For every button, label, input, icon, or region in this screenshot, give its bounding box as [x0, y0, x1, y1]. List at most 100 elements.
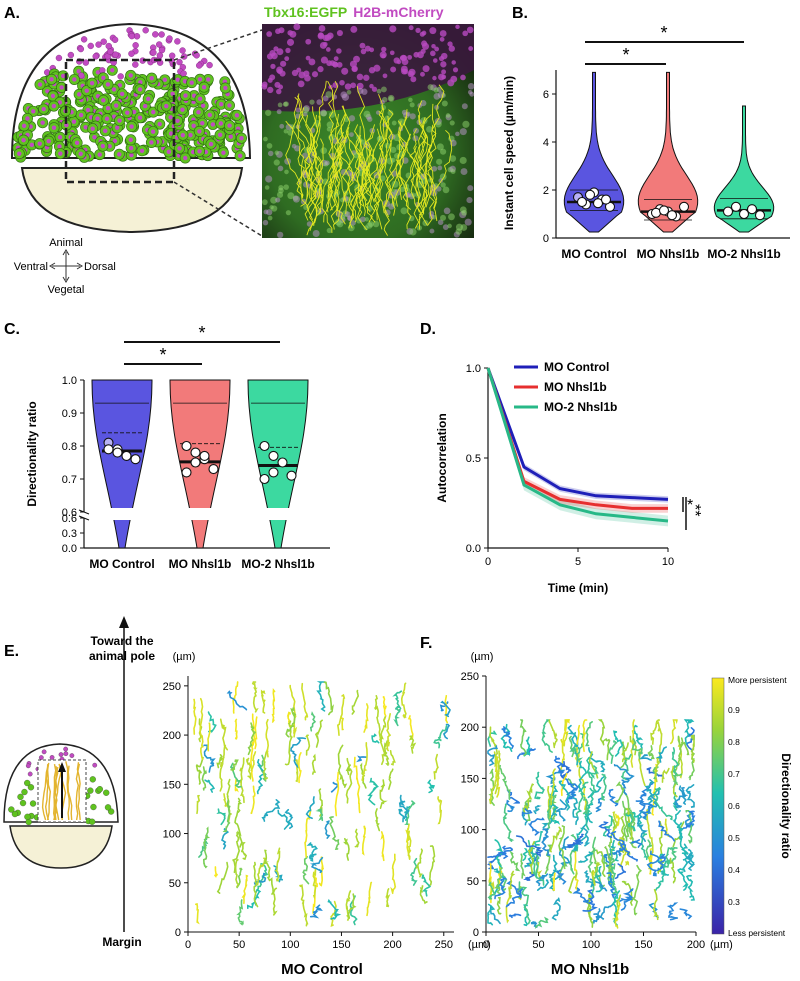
panel-c-label: C.	[4, 321, 20, 338]
nucleus-dot	[400, 65, 408, 73]
cell-track	[442, 723, 451, 740]
nucleus-dot	[462, 120, 470, 128]
cell-track	[567, 869, 578, 894]
cell-track	[614, 781, 625, 803]
cell-track	[216, 861, 229, 894]
y-tick-label: 50	[169, 878, 181, 890]
cell-track	[193, 698, 197, 735]
cell-track	[382, 695, 387, 721]
nucleus-dot	[336, 61, 343, 68]
nucleus-dot	[400, 207, 408, 215]
cell-track	[361, 153, 368, 216]
nucleus-dot	[350, 220, 356, 226]
cell-nucleus	[40, 120, 45, 125]
cell-magenta	[158, 46, 166, 54]
nucleus-dot	[266, 53, 274, 60]
nucleus-dot	[284, 56, 290, 62]
cell-track	[619, 888, 634, 902]
cell-track	[201, 766, 207, 791]
cell-nucleus	[112, 138, 118, 144]
y-tick-label: 150	[163, 779, 181, 791]
nucleus-dot	[401, 55, 408, 61]
nucleus-dot	[332, 82, 339, 89]
cell-track	[594, 860, 602, 874]
nucleus-dot	[325, 91, 333, 98]
cell-nucleus	[119, 91, 125, 97]
nucleus-dot	[421, 40, 428, 47]
nucleus-dot	[308, 58, 316, 66]
nucleus-dot	[409, 113, 416, 120]
cell-track	[373, 154, 388, 221]
cell-track	[487, 903, 496, 926]
cell-magenta	[77, 45, 85, 53]
embryo-point	[666, 210, 678, 221]
cell-track	[214, 866, 219, 878]
nucleus-dot	[266, 142, 273, 149]
panel-a-label: A.	[4, 5, 20, 22]
colorbar-bottom-label: Less persistent	[728, 928, 786, 938]
cell-track	[630, 719, 635, 768]
nucleus-dot	[427, 84, 434, 91]
nucleus-dot	[267, 86, 274, 94]
cell-magenta	[55, 54, 63, 62]
nucleus-dot	[460, 74, 466, 81]
nucleus-dot	[364, 45, 371, 52]
cell-green	[25, 818, 32, 826]
nucleus-dot	[287, 30, 293, 36]
cell-track	[410, 84, 445, 197]
cell-track	[548, 719, 558, 749]
cell-track	[370, 118, 394, 223]
cell-track	[322, 80, 340, 202]
colorbar-tick-label: 0.5	[728, 833, 740, 843]
violin-3	[713, 105, 775, 233]
cell-nucleus	[37, 141, 42, 146]
embryo-point	[112, 447, 123, 458]
nucleus-dot	[305, 38, 312, 45]
nucleus-dot	[320, 147, 328, 154]
cell-magenta	[58, 752, 64, 757]
nucleus-dot	[433, 93, 441, 100]
y-tick-label: 0.6	[62, 513, 77, 525]
cell-magenta	[132, 61, 139, 68]
cell-magenta	[105, 42, 112, 50]
cell-track	[680, 737, 690, 756]
cell-track	[650, 719, 661, 745]
panel-d-label: D.	[420, 321, 436, 338]
nucleus-dot	[280, 60, 287, 67]
nucleus-dot	[324, 34, 332, 41]
arrow-label-top-2: animal pole	[89, 649, 155, 663]
cell-green	[29, 800, 37, 807]
embryo-schematic-a	[10, 22, 252, 234]
compass-dorsal: Dorsal	[84, 261, 116, 273]
cell-track	[345, 764, 351, 776]
x-unit-label: (µm)	[710, 939, 733, 951]
x-tick-label: 200	[383, 939, 401, 951]
nucleus-dot	[459, 156, 467, 164]
y-tick-label: 100	[163, 829, 181, 841]
cell-nucleus	[45, 89, 50, 94]
cell-track	[595, 849, 606, 877]
nucleus-dot	[312, 230, 320, 237]
nucleus-dot	[445, 113, 451, 118]
cell-track	[677, 868, 689, 891]
cell-track	[291, 93, 305, 198]
cell-track	[608, 847, 616, 873]
y-tick-label: 0.0	[62, 543, 77, 555]
cell-nucleus	[170, 91, 175, 97]
cell-track	[549, 826, 562, 853]
cell-track	[444, 695, 448, 724]
cell-track	[582, 796, 589, 815]
cell-green	[96, 786, 103, 793]
cell-track	[312, 114, 324, 215]
cell-track	[374, 808, 381, 832]
cell-nucleus	[31, 109, 36, 114]
cell-track	[334, 113, 346, 225]
nucleus-dot	[369, 47, 375, 53]
category-label: MO-2 Nhsl1b	[241, 557, 314, 571]
cell-track	[393, 707, 402, 727]
x-tick-label: 10	[662, 556, 674, 568]
cell-track	[593, 913, 602, 924]
nucleus-dot	[323, 42, 328, 47]
cell-track	[440, 700, 451, 718]
x-tick-label: 0	[483, 939, 489, 951]
